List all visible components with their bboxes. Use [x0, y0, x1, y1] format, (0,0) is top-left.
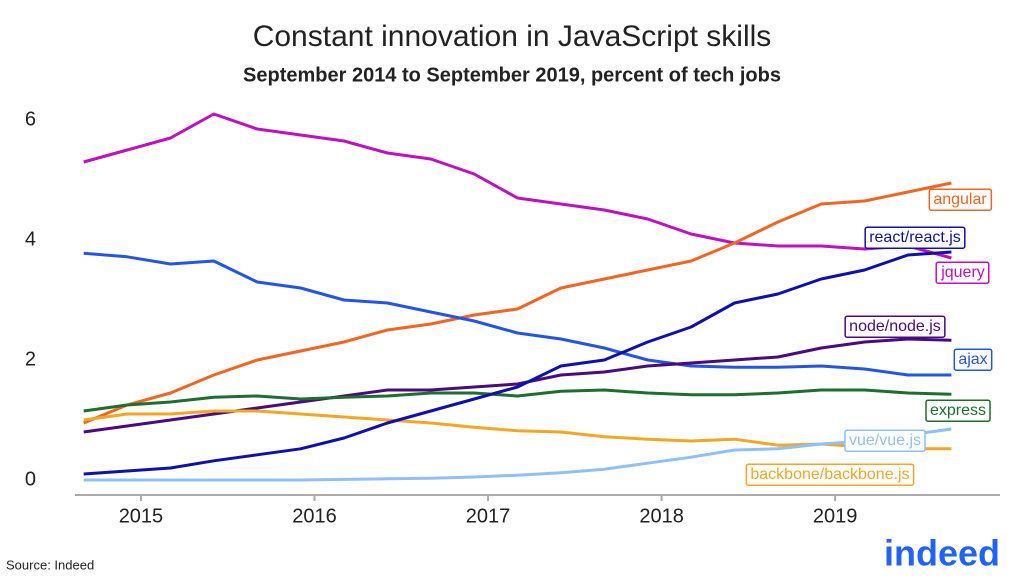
legend-label: angular: [933, 191, 987, 208]
legend-label: ajax: [958, 351, 987, 368]
label-box: [935, 261, 990, 284]
y-tick-label: 4: [25, 228, 36, 250]
legend-label: express: [930, 402, 986, 419]
x-tick-label: 2017: [466, 505, 511, 527]
label-box: [925, 399, 991, 422]
x-tick-label: 2016: [292, 505, 337, 527]
label-box: [844, 429, 926, 452]
logo: indeed: [884, 533, 1000, 574]
series-label: backbone/backbone.js: [745, 463, 915, 486]
y-tick-label: 2: [25, 348, 36, 370]
series-label: jquery: [935, 261, 990, 284]
series-label: node/node.js: [844, 315, 946, 338]
legend-label: node/node.js: [849, 318, 941, 335]
series-label: vue/vue.js: [844, 429, 926, 452]
series-line: [83, 427, 952, 482]
label-box: [844, 315, 946, 338]
x-tick-label: 2018: [639, 505, 684, 527]
chart-title: Constant innovation in JavaScript skills: [253, 20, 772, 53]
series-line: [83, 388, 952, 413]
legend-label: jquery: [940, 264, 985, 281]
x-tick-label: 2019: [813, 505, 858, 527]
series-label: express: [925, 399, 991, 422]
series-line: [83, 251, 952, 377]
legend-label: backbone/backbone.js: [750, 466, 909, 483]
chart-subtitle: September 2014 to September 2019, percen…: [243, 64, 781, 86]
label-box: [745, 463, 915, 486]
x-tick-label: 2015: [119, 505, 164, 527]
source-note: Source: Indeed: [6, 557, 94, 572]
series-label: angular: [928, 188, 993, 211]
y-tick-label: 6: [25, 108, 36, 130]
series-line: [83, 250, 952, 476]
series-label: react/react.js: [864, 226, 966, 249]
series-label: ajax: [953, 348, 993, 371]
legend-label: vue/vue.js: [849, 432, 921, 449]
y-tick-label: 0: [25, 468, 36, 490]
series-line: [83, 181, 952, 425]
label-box: [928, 188, 993, 211]
label-box: [953, 348, 993, 371]
legend-label: react/react.js: [869, 229, 961, 246]
label-box: [864, 226, 966, 249]
series-line: [83, 112, 952, 260]
